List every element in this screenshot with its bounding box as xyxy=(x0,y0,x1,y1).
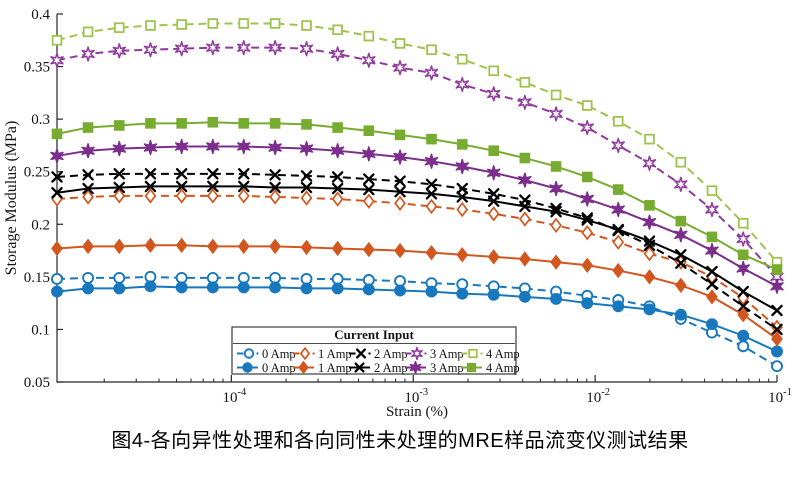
legend-entry-1-amp-solid: 1 Amp xyxy=(293,360,352,375)
legend-entry-4-amp-dashed: 4 Amp xyxy=(461,347,520,361)
legend-entry-4-amp-solid: 4 Amp xyxy=(461,361,520,375)
legend-entry-label: 3 Amp xyxy=(430,347,464,361)
y-tick-label: 0.1 xyxy=(31,322,50,338)
legend-entry-label: 2 Amp xyxy=(374,361,408,375)
storage-modulus-strain-chart: 0.050.10.150.20.250.30.350.410-4 10-3 10-2… xyxy=(3,7,792,420)
legend-entry-3-amp-dashed: 3 Amp xyxy=(405,346,464,361)
legend: Current Input 0 Amp 1 Amp 2 Amp 3 Amp 4 Amp 0 … xyxy=(231,326,520,375)
y-tick-label: 0.4 xyxy=(31,7,50,23)
y-tick-label: 0.2 xyxy=(31,217,50,233)
legend-entry-label: 0 Amp xyxy=(262,361,296,375)
series-2-amp-solid xyxy=(51,180,783,317)
legend-entry-label: 3 Amp xyxy=(430,361,464,375)
x-axis-label: Strain (%) xyxy=(386,404,448,420)
legend-entry-1-amp-dashed: 1 Amp xyxy=(293,346,352,361)
legend-entry-3-amp-solid: 3 Amp xyxy=(405,360,464,375)
figure-caption: 图4-各向异性处理和各向同性未处理的MRE样品流变仪测试结果 xyxy=(111,430,689,452)
legend-entry-label: 4 Amp xyxy=(486,361,520,375)
y-tick-label: 0.15 xyxy=(24,270,50,286)
series-3-amp-dashed xyxy=(50,40,784,285)
legend-entry-0-amp-solid: 0 Amp xyxy=(237,361,296,375)
x-tick-label: 10-4 xyxy=(222,387,246,406)
x-axis-ticks: 10-4 10-3 10-2 10-1 xyxy=(103,375,792,406)
series-4-amp-dashed xyxy=(51,18,783,268)
legend-entry-2-amp-solid: 2 Amp xyxy=(349,361,408,375)
x-tick-label: 10-1 xyxy=(768,387,792,406)
legend-entry-label: 2 Amp xyxy=(374,347,408,361)
series-1-amp-solid xyxy=(51,237,783,347)
y-tick-label: 0.35 xyxy=(24,60,50,76)
series-3-amp-solid xyxy=(50,138,784,294)
y-tick-label: 0.05 xyxy=(24,375,50,391)
legend-entry-label: 4 Amp xyxy=(486,347,520,361)
legend-entry-label: 1 Amp xyxy=(318,361,352,375)
x-tick-label: 10-2 xyxy=(586,387,610,406)
series-2-amp-dashed xyxy=(51,168,783,336)
legend-title: Current Input xyxy=(334,327,414,342)
y-axis-label: Storage Modulus (MPa) xyxy=(3,121,20,276)
legend-entry-label: 1 Amp xyxy=(318,347,352,361)
y-tick-label: 0.3 xyxy=(31,112,50,128)
legend-entry-2-amp-dashed: 2 Amp xyxy=(349,347,408,361)
series-0-amp-solid xyxy=(51,280,783,358)
legend-entry-0-amp-dashed: 0 Amp xyxy=(237,347,296,361)
y-tick-label: 0.25 xyxy=(24,165,50,181)
series-4-amp-solid xyxy=(51,116,783,275)
legend-entry-label: 0 Amp xyxy=(262,347,296,361)
series-1-amp-dashed xyxy=(51,188,783,336)
